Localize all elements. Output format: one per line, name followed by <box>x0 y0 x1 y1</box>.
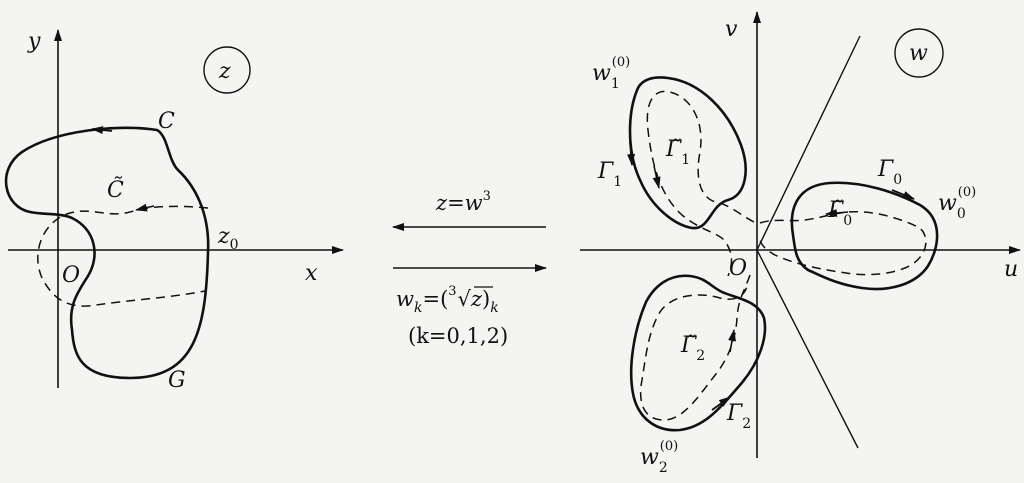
gamma-0-tilde-arrow <box>825 209 849 217</box>
gamma-0-tilde-label: Γ̃0 <box>827 198 852 229</box>
curve-gamma-0-tilde <box>759 210 927 276</box>
gamma-0-label: Γ0 <box>877 157 902 188</box>
inverse-map-label: wk=(3√z)k <box>396 284 499 316</box>
z-plane-badge <box>203 46 251 94</box>
z-y-axis-label: y <box>27 29 41 54</box>
w2-point-label: w2(0) <box>640 439 678 476</box>
curve-C-tilde-label: C̃ <box>107 177 124 203</box>
w-u-axis-label: u <box>1004 257 1018 282</box>
gamma-2-label: Γ2 <box>726 401 751 432</box>
curve-C-label: C <box>158 109 175 134</box>
gamma-2-tilde-arrow <box>728 329 736 353</box>
w-plane-badge <box>894 28 944 78</box>
sector-boundary-lower <box>756 249 859 449</box>
curve-gamma-2-tilde <box>639 274 751 421</box>
z-plane: x y O z C C̃ G z0 <box>4 29 344 393</box>
forward-map-label: z=w3 <box>435 189 491 215</box>
w0-point-label: w0(0) <box>938 185 976 222</box>
point-z0-label: z0 <box>217 224 239 253</box>
curve-gamma-2 <box>629 274 767 432</box>
curve-gamma-1-tilde <box>646 90 755 277</box>
curve-C-arrow <box>91 126 113 135</box>
w-origin-label: O <box>729 256 747 281</box>
curve-G <box>4 126 210 380</box>
gamma-1-label: Γ1 <box>597 159 622 190</box>
gamma-1-arrow <box>627 141 636 166</box>
gamma-2-arrow <box>711 396 731 411</box>
w1-point-label: w1(0) <box>592 55 630 92</box>
gamma-0-arrow <box>891 189 915 200</box>
gamma-1-tilde-arrow <box>652 165 661 189</box>
z-x-axis-label: x <box>305 261 318 286</box>
z-origin-label: O <box>62 263 80 288</box>
mapping-arrows: z=w3 wk=(3√z)k (k=0,1,2) <box>392 189 547 348</box>
gamma-1-tilde-label: Γ̃1 <box>665 137 690 168</box>
sector-boundary-upper <box>756 35 861 251</box>
z-plane-label: z <box>218 59 231 84</box>
gamma-2-tilde-label: Γ̃2 <box>680 333 705 364</box>
k-range-label: (k=0,1,2) <box>408 324 508 348</box>
curve-gamma-0 <box>790 181 939 291</box>
w-plane: u v O w w1(0) w0(0) w2(0) Γ1 <box>580 11 1021 476</box>
w-plane-label: w <box>909 41 928 66</box>
curve-gamma-1 <box>628 76 747 230</box>
curve-G-label: G <box>168 368 186 393</box>
curve-C-tilde <box>37 205 209 307</box>
w-v-axis-label: v <box>725 17 738 42</box>
curve-C-tilde-arrow <box>135 203 155 212</box>
